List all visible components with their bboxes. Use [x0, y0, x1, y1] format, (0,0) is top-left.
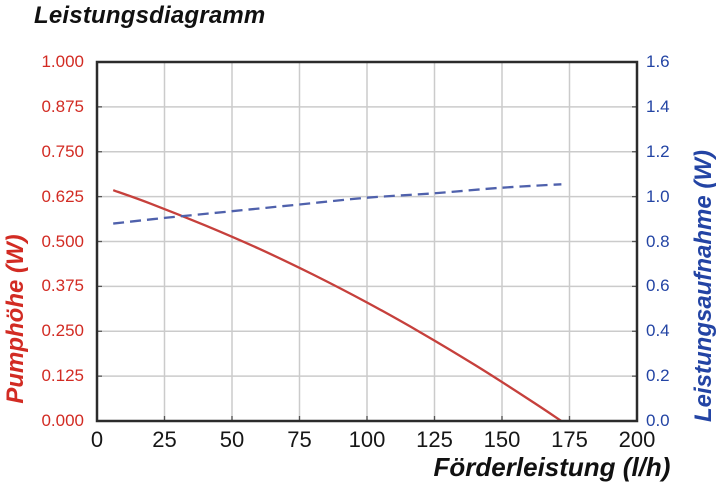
series-line-pumph-he — [112, 189, 563, 422]
right-axis-tick-label: 1.0 — [646, 186, 670, 206]
right-axis-tick-label: 0.8 — [646, 231, 670, 251]
left-axis-title: Pumphöhe (W) — [2, 234, 29, 404]
left-axis-tick-label: 1.000 — [41, 52, 84, 71]
left-axis-tick-label: 0.875 — [41, 96, 84, 116]
x-axis-tick-label: 125 — [416, 427, 453, 452]
left-axis-tick-label: 0.000 — [41, 411, 84, 430]
right-axis-tick-label: 0.0 — [646, 411, 670, 430]
x-axis-tick-label: 100 — [348, 427, 386, 452]
x-axis-tick-label: 0 — [90, 427, 104, 452]
right-axis-tick-label: 0.4 — [646, 321, 670, 341]
plot-frame — [95, 60, 639, 423]
right-axis-tick-label: 1.6 — [646, 52, 670, 71]
left-axis-tick-label: 0.625 — [41, 186, 84, 206]
x-axis-tick-label: 75 — [287, 427, 312, 452]
right-axis-tick-label: 0.2 — [646, 366, 670, 386]
x-axis-tick-label: 25 — [152, 427, 177, 452]
right-axis-title: Leistungsaufnahme (W) — [690, 150, 717, 423]
left-axis-tick-label: 0.250 — [41, 321, 84, 341]
left-axis-tick-label: 0.375 — [41, 276, 84, 296]
left-axis-tick-label: 0.125 — [41, 366, 84, 386]
x-axis-title: Förderleistung (l/h) — [433, 452, 671, 482]
x-axis-tick-label: 50 — [219, 427, 245, 452]
left-axis-tick-label: 0.500 — [41, 231, 84, 251]
series-line-leistungsaufnahme — [113, 183, 562, 225]
right-axis-tick-label: 1.4 — [646, 96, 670, 116]
x-axis-tick-label: 175 — [551, 427, 588, 452]
right-axis-tick-label: 1.2 — [646, 141, 670, 161]
right-axis-tick-label: 0.6 — [646, 276, 670, 296]
x-axis-tick-label: 200 — [618, 427, 656, 452]
left-axis-tick-label: 0.750 — [41, 141, 84, 161]
x-axis-tick-label: 150 — [483, 427, 521, 452]
chart-title: Leistungsdiagramm — [34, 2, 266, 29]
